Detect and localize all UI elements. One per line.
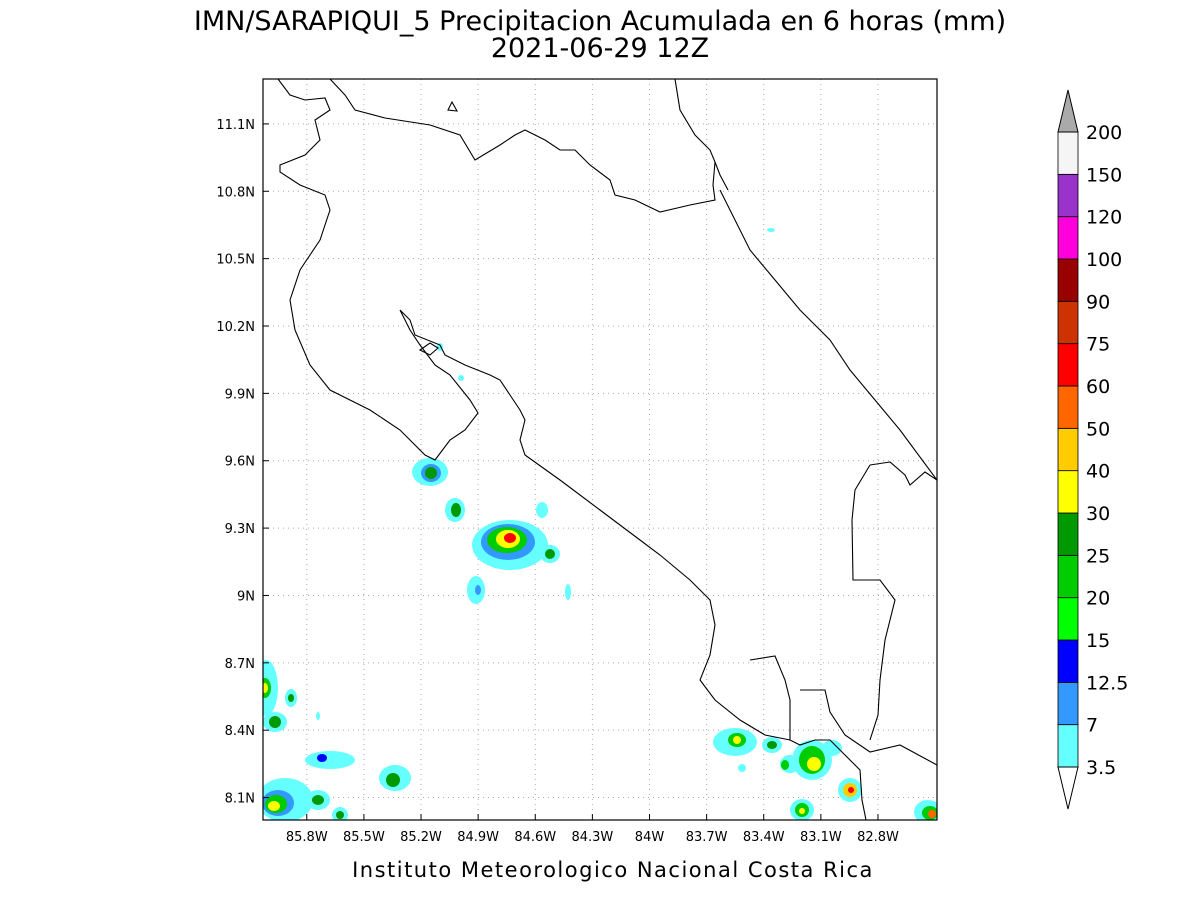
colorbar-box xyxy=(1057,131,1079,175)
colorbar-box xyxy=(1057,300,1079,345)
colorbar-label: 50 xyxy=(1086,418,1110,440)
colorbar-box xyxy=(1057,554,1079,599)
colorbar-under xyxy=(1057,766,1079,810)
lon-tick-label: 85.5W xyxy=(343,830,385,845)
lon-tick-label: 84W xyxy=(635,830,665,845)
lat-tick-label: 8.7N xyxy=(225,657,255,672)
colorbar-label: 100 xyxy=(1086,249,1122,271)
lat-tick-label: 11.1N xyxy=(216,118,255,133)
colorbar-label: 75 xyxy=(1086,334,1110,356)
map-frame xyxy=(262,78,938,821)
colorbar-box xyxy=(1057,173,1079,218)
title: IMN/SARAPIQUI_5 Precipitacion Acumulada … xyxy=(194,6,1006,37)
coastlines xyxy=(277,79,937,820)
lon-tick-label: 85.2W xyxy=(400,830,442,845)
colorbar-label: 3.5 xyxy=(1086,757,1116,779)
lon-tick-label: 83.4W xyxy=(743,830,785,845)
lat-tick-label: 10.2N xyxy=(216,320,255,335)
colorbar-over xyxy=(1057,89,1079,133)
colorbar-label: 120 xyxy=(1086,207,1122,229)
colorbar-label: 150 xyxy=(1086,164,1122,186)
lon-tick-label: 83.7W xyxy=(686,830,728,845)
colorbar-label: 40 xyxy=(1086,461,1110,483)
colorbar-label: 90 xyxy=(1086,291,1110,313)
lat-tick-label: 9.9N xyxy=(225,387,255,402)
subtitle: 2021-06-29 12Z xyxy=(491,33,709,64)
lon-tick-label: 85.8W xyxy=(286,830,328,845)
lon-tick-label: 84.9W xyxy=(457,830,499,845)
colorbar-label: 7 xyxy=(1086,715,1098,737)
colorbar-label: 12.5 xyxy=(1086,672,1128,694)
lat-tick-label: 9.6N xyxy=(225,455,255,470)
colorbar-label: 15 xyxy=(1086,630,1110,652)
colorbar-label: 25 xyxy=(1086,545,1110,567)
colorbar-box xyxy=(1057,470,1079,514)
lon-tick-label: 84.6W xyxy=(514,830,556,845)
lat-tick-label: 10.5N xyxy=(216,253,255,268)
colorbar-label: 200 xyxy=(1086,122,1122,144)
grid xyxy=(263,79,937,820)
lat-tick-label: 9.3N xyxy=(225,522,255,537)
lat-tick-label: 8.1N xyxy=(225,792,255,807)
lat-tick-label: 10.8N xyxy=(216,185,255,200)
precip-field xyxy=(263,228,937,820)
colorbar-box xyxy=(1057,512,1079,556)
colorbar-label: 30 xyxy=(1086,503,1110,525)
footer: Instituto Meteorologico Nacional Costa R… xyxy=(352,858,874,882)
lat-tick-label: 8.4N xyxy=(225,724,255,739)
colorbar-box xyxy=(1057,597,1079,641)
colorbar-box xyxy=(1057,681,1079,726)
colorbar-box xyxy=(1057,258,1079,302)
colorbar-box xyxy=(1057,343,1079,387)
colorbar-label: 20 xyxy=(1086,588,1110,610)
lon-tick-label: 82.8W xyxy=(857,830,899,845)
lon-tick-label: 84.3W xyxy=(571,830,613,845)
colorbar-box xyxy=(1057,724,1079,768)
colorbar-label: 60 xyxy=(1086,376,1110,398)
colorbar-box xyxy=(1057,427,1079,472)
colorbar: 3.5 7 12.5 15 20 25 30 40 50 60 75 90 100 120 150 200 xyxy=(1057,89,1128,810)
colorbar-box xyxy=(1057,216,1079,260)
colorbar-box xyxy=(1057,639,1079,683)
colorbar-box xyxy=(1057,385,1079,429)
lon-tick-label: 83.1W xyxy=(800,830,842,845)
lat-tick-label: 9N xyxy=(237,589,255,604)
